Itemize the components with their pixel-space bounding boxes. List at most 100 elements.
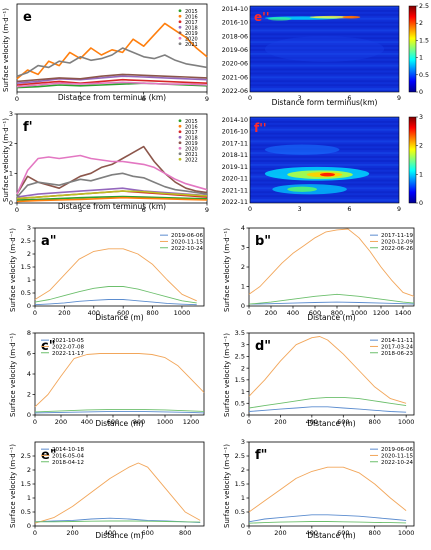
x-tick-label: 0	[33, 309, 37, 317]
legend-label: 2022-11-17	[52, 351, 84, 357]
y-tick-label: 2017-11	[222, 140, 248, 147]
y-tick-label: 2016-10	[222, 129, 248, 136]
colorbar-tick-label: 3	[419, 114, 423, 121]
panel-label: f"	[255, 448, 267, 463]
heatmap-row	[250, 160, 399, 162]
legend-label: 2020-11-15	[381, 453, 413, 459]
y-tick-label: 2018-11	[222, 152, 248, 159]
x-tick-label: 400	[88, 309, 100, 317]
heatmap-frame	[249, 116, 400, 204]
series-line-2022-07-08	[34, 353, 205, 408]
heatmap-cell	[264, 144, 340, 155]
y-tick-label: 0	[241, 302, 245, 310]
legend-label: 2017	[185, 20, 198, 26]
heatmap-row	[250, 68, 399, 71]
colorbar-tick-label: 2	[419, 143, 423, 150]
y-tick-label: 2022-11	[222, 199, 248, 206]
series-line-2019-06-06	[34, 299, 197, 306]
legend-label: 2016	[185, 124, 198, 130]
y-tick-label: 0.5	[21, 508, 31, 516]
x-tick-label: 200	[274, 418, 286, 426]
legend-label: 2018	[185, 135, 198, 141]
series-line-2016	[16, 22, 208, 80]
x-axis-label: Distance from terminus (km)	[58, 93, 166, 102]
heatmap-row	[250, 45, 399, 48]
legend-marker	[178, 146, 182, 150]
x-tick-label: 0	[247, 529, 251, 537]
x-axis-label: Distance (m)	[307, 313, 355, 322]
heatmap-row	[250, 163, 399, 166]
x-tick-label: 6	[142, 206, 146, 214]
legend-label: 2016-05-04	[52, 453, 84, 459]
series-line-2019-06-06	[248, 514, 407, 523]
series-line-2019	[16, 145, 208, 195]
x-tick-label: 6	[347, 95, 351, 102]
legend-label: 2019	[185, 141, 198, 147]
heatmap-row	[250, 128, 399, 131]
legend-label: 2020-12-09	[381, 239, 413, 245]
y-tick-label: 1	[241, 388, 245, 396]
heatmap-row	[250, 37, 399, 40]
x-tick-label: 0	[248, 206, 252, 213]
y-tick-label: 1	[27, 276, 31, 284]
colorbar-tick-label: 2	[419, 20, 423, 27]
heatmap-frame	[249, 5, 400, 93]
y-axis-label: Surface velocity (m·d⁻¹)	[223, 444, 231, 528]
legend-marker	[178, 130, 182, 134]
legend-label: 2017-11-19	[381, 233, 413, 239]
y-tick-label: 2021-06	[222, 74, 248, 81]
heatmap-row	[250, 124, 399, 127]
x-tick-label: 600	[337, 418, 349, 426]
heatmap-row	[250, 132, 399, 135]
series-line-2016	[16, 196, 208, 203]
colorbar	[408, 5, 417, 93]
plot-frame	[248, 332, 415, 416]
heatmap-row	[250, 41, 399, 44]
x-tick-label: 200	[274, 529, 286, 537]
y-axis-label: Surface velocity (m·d⁻¹)	[223, 333, 231, 417]
series-line-2020-11-15	[248, 466, 407, 513]
legend-label: 2016	[185, 14, 198, 20]
y-tick-label: 1	[27, 494, 31, 502]
legend-label: 2014-10-18	[52, 447, 84, 453]
series-line-2019	[16, 73, 208, 83]
legend-label: 2019-06-06	[381, 447, 413, 453]
colorbar-tick-label: 0	[419, 200, 423, 207]
heatmap-row	[250, 64, 399, 67]
series-line-2018	[16, 75, 208, 84]
series-line-2017	[16, 78, 208, 86]
heatmap-row	[250, 84, 399, 87]
heatmap-row	[250, 13, 399, 16]
x-tick-label: 3	[298, 95, 302, 102]
x-tick-label: 400	[306, 418, 318, 426]
series-line-2022	[16, 190, 208, 200]
heatmap-row	[250, 140, 399, 143]
legend-marker	[178, 157, 182, 161]
series-line-2020	[16, 81, 208, 88]
x-tick-label: 1000	[157, 418, 174, 426]
x-tick-label: 0	[247, 309, 251, 317]
y-tick-label: 2	[241, 466, 245, 474]
y-tick-label: 0	[27, 302, 31, 310]
panel-label: f'	[23, 120, 33, 135]
x-tick-label: 6	[142, 95, 146, 103]
series-line-2017-11-19	[248, 301, 415, 305]
series-line-2022-10-24	[34, 286, 197, 304]
y-tick-label: 0	[27, 522, 31, 530]
y-tick-label: 2	[27, 391, 31, 399]
heatmap-row	[250, 29, 399, 32]
legend-marker	[178, 152, 182, 156]
x-tick-label: 3	[298, 206, 302, 213]
y-tick-label: 2019-11	[222, 164, 248, 171]
heatmap-cell	[309, 15, 355, 19]
legend-label: 2015	[185, 119, 198, 125]
colorbar-tick-label: 2.5	[419, 3, 429, 10]
heatmap-row	[250, 9, 399, 12]
heatmap-row	[250, 120, 399, 123]
x-tick-label: 800	[331, 309, 343, 317]
x-axis-label: Distance (m)	[95, 531, 143, 540]
x-axis-label: Distance from terminus (km)	[58, 202, 166, 211]
colorbar-tick-label: 1	[419, 171, 423, 178]
